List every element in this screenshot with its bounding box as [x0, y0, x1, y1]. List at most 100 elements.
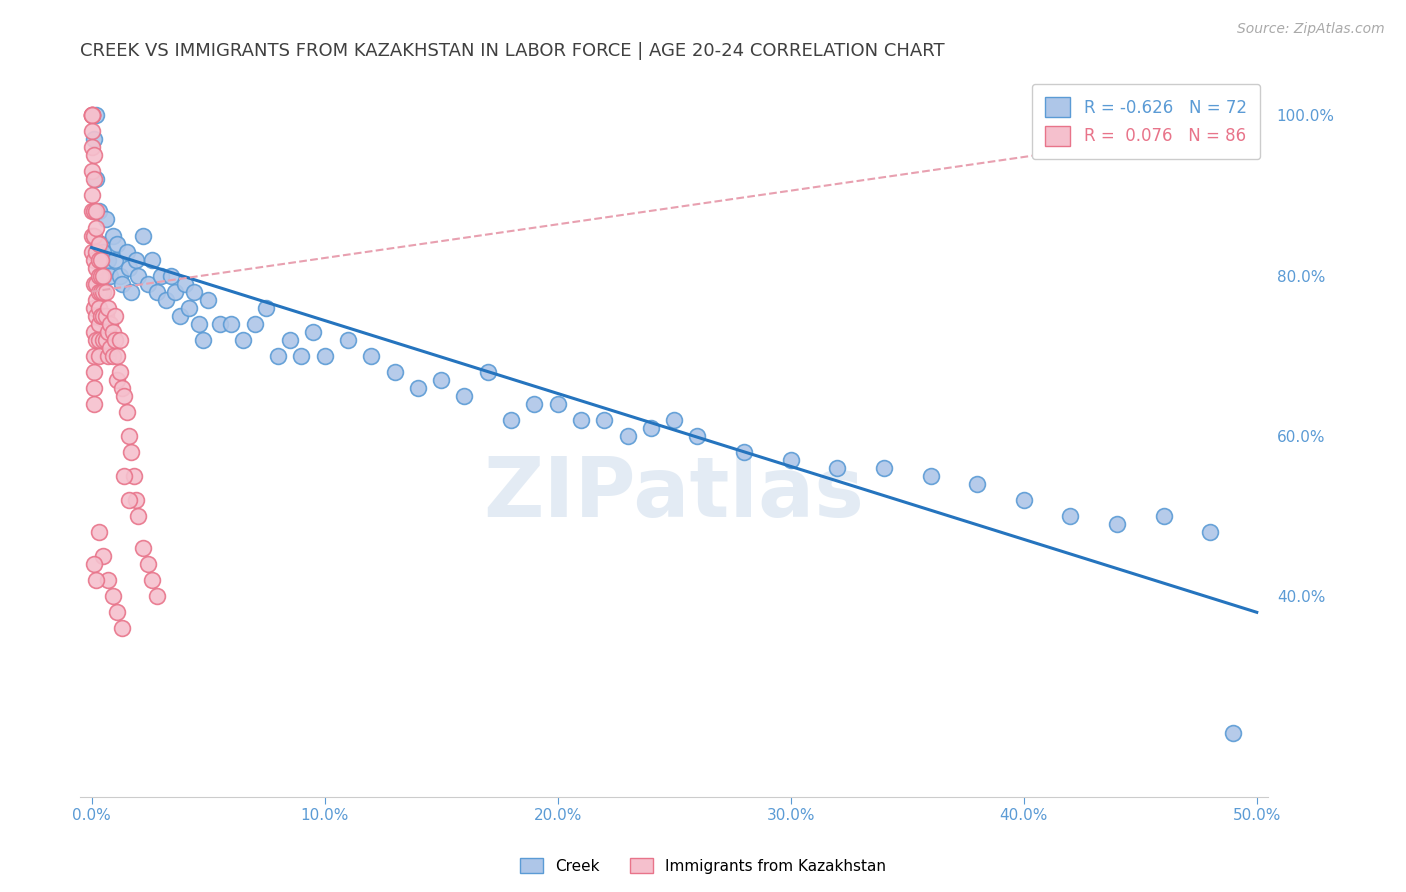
Point [499, 413, 522, 427]
Point [105, 605, 128, 619]
Point [90, 236, 112, 251]
Point [101, 325, 124, 339]
Point [87, 236, 110, 251]
Point [1012, 493, 1035, 508]
Point [83, 228, 105, 243]
Point [118, 493, 141, 508]
Point [104, 333, 127, 347]
Point [97, 325, 120, 339]
Point [80, 108, 103, 122]
Point [91, 309, 114, 323]
Point [187, 317, 209, 331]
Point [290, 349, 312, 363]
Point [136, 277, 159, 291]
Point [98, 317, 121, 331]
Point [254, 301, 277, 315]
Point [125, 493, 148, 508]
Point [120, 445, 142, 459]
Text: CREEK VS IMMIGRANTS FROM KAZAKHSTAN IN LABOR FORCE | AGE 20-24 CORRELATION CHART: CREEK VS IMMIGRANTS FROM KAZAKHSTAN IN L… [80, 42, 945, 60]
Point [173, 277, 195, 291]
Point [84, 260, 107, 275]
Point [664, 413, 686, 427]
Point [115, 244, 138, 259]
Point [84, 172, 107, 186]
Point [97, 301, 120, 315]
Point [136, 558, 159, 572]
Point [104, 252, 127, 267]
Point [302, 325, 325, 339]
Point [105, 349, 128, 363]
Point [733, 445, 755, 459]
Point [115, 405, 138, 419]
Point [108, 333, 131, 347]
Point [83, 148, 105, 162]
Point [104, 309, 127, 323]
Point [97, 349, 120, 363]
Point [87, 285, 110, 299]
Point [523, 397, 546, 411]
Point [105, 373, 128, 387]
Point [87, 252, 110, 267]
Point [197, 293, 219, 307]
Point [80, 140, 103, 154]
Point [118, 260, 141, 275]
Point [169, 309, 191, 323]
Point [165, 285, 187, 299]
Point [616, 429, 638, 443]
Point [547, 397, 569, 411]
Point [827, 461, 849, 475]
Point [84, 309, 107, 323]
Point [84, 244, 107, 259]
Point [98, 341, 121, 355]
Point [83, 277, 105, 291]
Point [80, 108, 103, 122]
Point [193, 333, 215, 347]
Legend: Creek, Immigrants from Kazakhstan: Creek, Immigrants from Kazakhstan [513, 852, 893, 880]
Point [83, 204, 105, 219]
Point [98, 268, 121, 283]
Point [90, 309, 112, 323]
Point [146, 589, 169, 603]
Point [80, 108, 103, 122]
Point [127, 509, 149, 524]
Point [112, 469, 135, 483]
Point [779, 453, 801, 467]
Point [83, 349, 105, 363]
Point [87, 349, 110, 363]
Point [141, 573, 163, 587]
Point [91, 268, 114, 283]
Text: ZIPatlas: ZIPatlas [484, 453, 865, 534]
Point [87, 268, 110, 283]
Point [83, 397, 105, 411]
Point [84, 293, 107, 307]
Point [873, 461, 896, 475]
Point [112, 389, 135, 403]
Point [920, 469, 942, 483]
Point [221, 317, 243, 331]
Point [83, 132, 105, 146]
Point [453, 389, 475, 403]
Point [141, 252, 163, 267]
Point [90, 252, 112, 267]
Point [94, 212, 117, 227]
Point [267, 349, 290, 363]
Point [640, 421, 662, 435]
Point [84, 333, 107, 347]
Point [122, 469, 145, 483]
Point [430, 373, 453, 387]
Point [80, 228, 103, 243]
Point [406, 381, 429, 395]
Point [232, 333, 254, 347]
Point [80, 124, 103, 138]
Point [569, 413, 592, 427]
Point [94, 309, 117, 323]
Point [83, 252, 105, 267]
Point [91, 285, 114, 299]
Point [84, 277, 107, 291]
Point [84, 204, 107, 219]
Point [87, 301, 110, 315]
Point [97, 573, 120, 587]
Point [83, 558, 105, 572]
Point [146, 285, 169, 299]
Point [87, 525, 110, 540]
